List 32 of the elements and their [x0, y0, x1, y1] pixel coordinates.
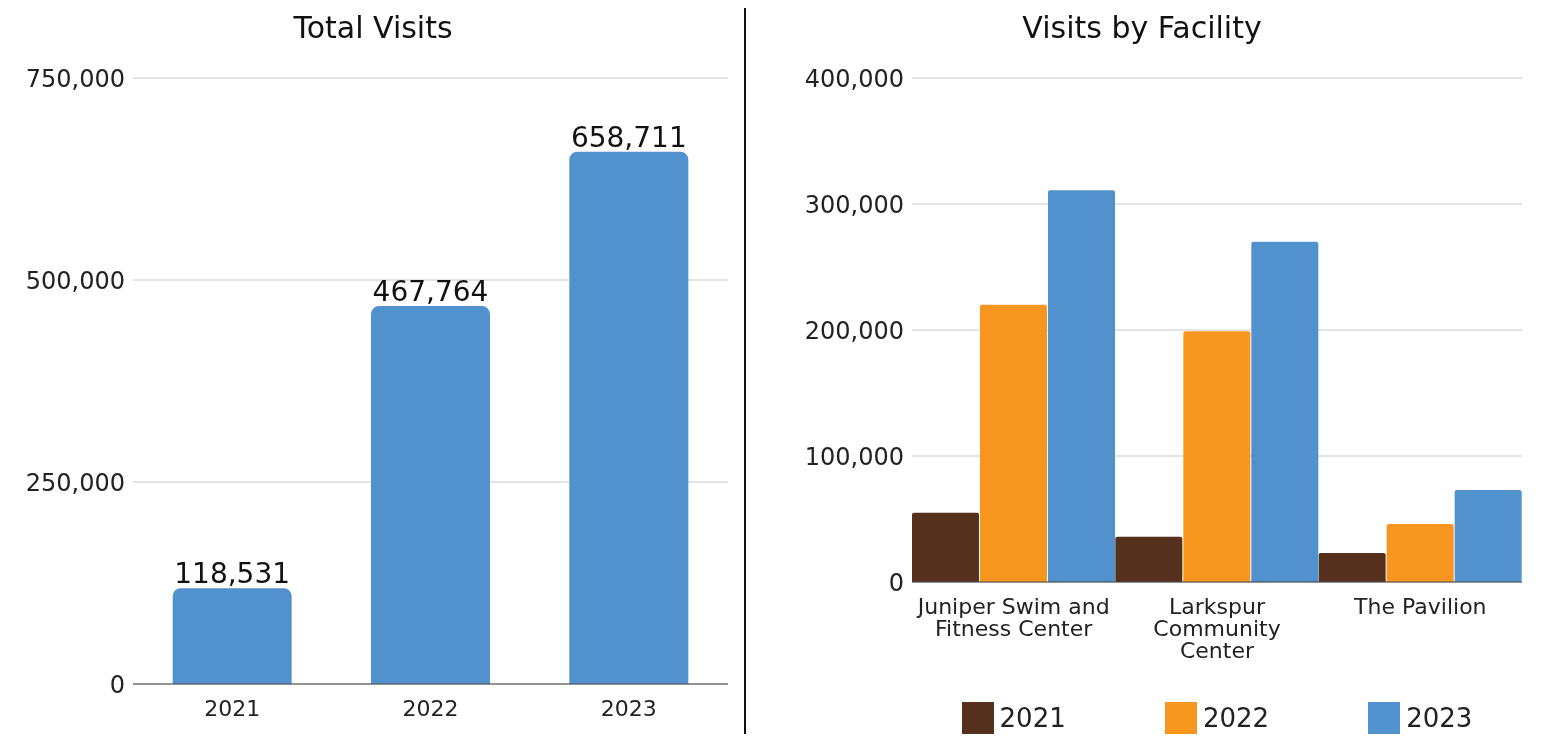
bar — [912, 512, 979, 582]
x-tick-label: 2022 — [402, 695, 459, 721]
y-tick-label: 750,000 — [25, 64, 125, 93]
y-tick-label: 500,000 — [25, 266, 125, 295]
y-tick-label: 0 — [888, 568, 904, 597]
bar — [1251, 241, 1319, 582]
y-tick-label: 250,000 — [25, 468, 125, 497]
bar — [1183, 331, 1251, 582]
bar — [1454, 490, 1522, 582]
bar — [1115, 536, 1183, 582]
bar — [371, 306, 490, 684]
data-label: 467,764 — [372, 275, 489, 309]
bar — [1386, 524, 1454, 582]
x-tick-label: Larkspur Community Center — [1153, 593, 1281, 663]
x-tick-label: 2021 — [204, 695, 261, 721]
y-tick-label: 200,000 — [804, 316, 904, 345]
bar — [569, 151, 689, 684]
y-tick-label: 300,000 — [804, 190, 904, 219]
data-label: 658,711 — [570, 120, 687, 154]
chart-title: Total Visits — [292, 9, 454, 47]
x-tick-label: The Pavilion — [1353, 593, 1487, 619]
x-tick-label: Juniper Swim and Fitness Center — [915, 593, 1110, 641]
x-tick-label: 2023 — [600, 695, 657, 721]
bar — [1048, 190, 1115, 582]
chart-title: Visits by Facility — [1021, 9, 1263, 47]
bar — [980, 304, 1047, 582]
y-tick-label: 400,000 — [804, 64, 904, 93]
bar — [172, 588, 292, 684]
bar — [1318, 553, 1386, 582]
y-tick-label: 100,000 — [804, 442, 904, 471]
y-tick-label: 0 — [109, 670, 125, 699]
data-label: 118,531 — [174, 557, 291, 591]
